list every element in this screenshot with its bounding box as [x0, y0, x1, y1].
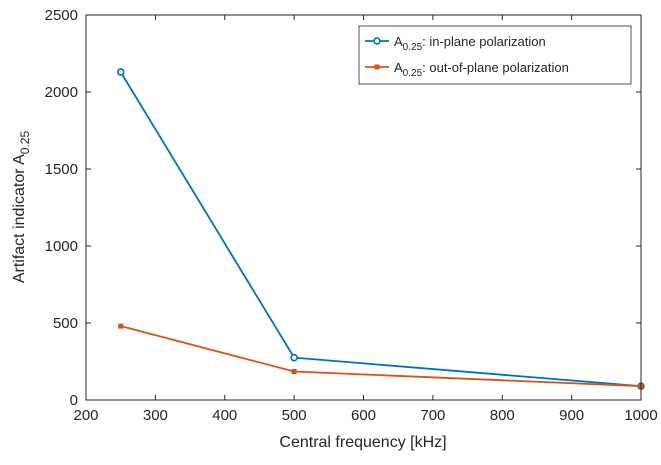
legend-entry-in-plane: A0.25: in-plane polarization — [365, 34, 546, 53]
legend-label-in-plane-main: A — [394, 34, 403, 49]
x-tick-label: 700 — [420, 407, 445, 424]
legend-label-out-of-plane-subscript: 0.25 — [403, 68, 423, 79]
legend-label-out-of-plane: A0.25: out-of-plane polarization — [394, 60, 569, 79]
y-axis-label-subscript: 0.25 — [18, 131, 32, 155]
x-axis-label: Central frequency [kHz] — [279, 434, 446, 451]
y-tick-label: 1500 — [45, 161, 78, 178]
legend-label-in-plane-subscript: 0.25 — [403, 42, 423, 53]
legend-marker-out-of-plane — [374, 64, 380, 70]
y-tick-label: 0 — [70, 392, 78, 409]
data-point-series-1 — [118, 323, 124, 329]
plot-frame — [85, 14, 642, 401]
y-tick-label: 1000 — [45, 238, 78, 255]
legend-label-out-of-plane-rest: : out-of-plane polarization — [422, 60, 569, 75]
data-point-series-0 — [116, 68, 125, 76]
legend-entry-out-of-plane: A0.25: out-of-plane polarization — [365, 60, 569, 79]
legend-marker-in-plane — [373, 37, 381, 45]
legend-label-in-plane-rest: : in-plane polarization — [422, 34, 546, 49]
x-tick-label: 200 — [73, 407, 98, 424]
y-tick-label: 2000 — [45, 84, 78, 101]
legend: A0.25: in-plane polarization A0.25: out-… — [358, 25, 632, 85]
y-axis-label: Artifact indicator A0.25 — [11, 131, 32, 284]
x-tick-label: 300 — [143, 407, 168, 424]
legend-label-in-plane: A0.25: in-plane polarization — [394, 34, 546, 53]
legend-label-out-of-plane-main: A — [394, 60, 403, 75]
data-point-series-1 — [291, 369, 297, 375]
data-point-series-0 — [290, 353, 298, 362]
legend-box — [358, 25, 632, 85]
x-tick-label: 1000 — [624, 407, 657, 424]
y-tick-label: 500 — [53, 315, 78, 332]
x-tick-label: 400 — [212, 407, 237, 424]
x-tick-label: 900 — [559, 407, 584, 424]
y-axis-label-main: Artifact indicator A — [11, 154, 28, 283]
y-tick-label: 2500 — [45, 7, 78, 24]
x-tick-label: 600 — [351, 407, 376, 424]
x-tick-label: 800 — [490, 407, 515, 424]
x-tick-label: 500 — [282, 407, 307, 424]
ticks-layer: 200 300 400 500 600 700 800 900 1000 0 500 1000 1500… — [45, 7, 658, 424]
